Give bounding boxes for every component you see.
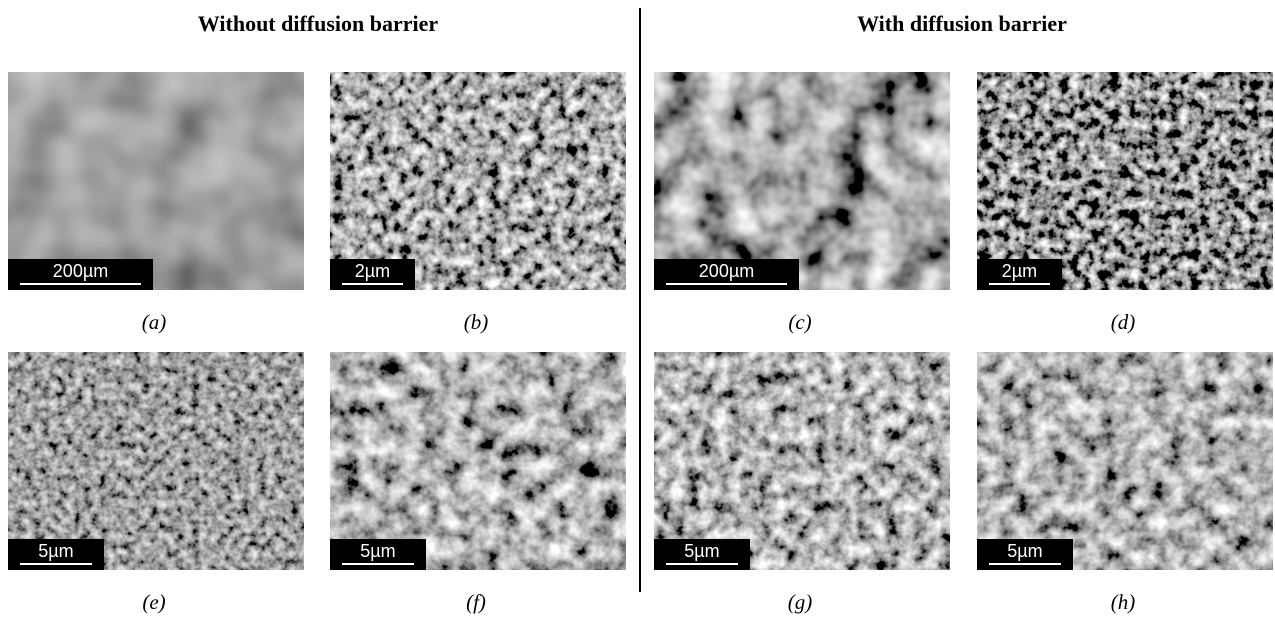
scale-bar-label: 5µm [1007, 541, 1042, 561]
panel-caption: (d) [1111, 310, 1136, 334]
sem-image [8, 352, 304, 570]
panel-caption: (a) [142, 310, 167, 334]
scale-bar-label: 5µm [360, 541, 395, 561]
sem-image [330, 72, 626, 290]
scale-bar-label: 5µm [38, 541, 73, 561]
sem-image [8, 72, 304, 290]
panel-caption: (e) [142, 590, 165, 614]
sem-image [977, 72, 1273, 290]
sem-image [654, 72, 950, 290]
panel-caption: (g) [788, 590, 813, 614]
scale-bar-label: 200µm [699, 261, 754, 281]
panel-caption: (f) [466, 590, 486, 614]
scale-bar-label: 5µm [684, 541, 719, 561]
panel-caption: (b) [464, 310, 489, 334]
sem-image [654, 352, 950, 570]
scale-bar-label: 200µm [53, 261, 108, 281]
panel-caption: (c) [788, 310, 811, 334]
figure: Without diffusion barrier With diffusion… [0, 0, 1275, 618]
scale-bar-label: 2µm [355, 261, 390, 281]
scale-bar-label: 2µm [1002, 261, 1037, 281]
sem-image [977, 352, 1273, 570]
panel-caption: (h) [1111, 590, 1136, 614]
heading: Without diffusion barrier [198, 11, 439, 36]
heading: With diffusion barrier [857, 11, 1067, 36]
sem-image [330, 352, 626, 570]
